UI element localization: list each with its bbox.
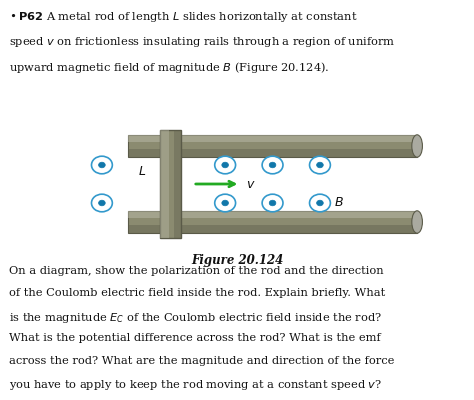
Circle shape xyxy=(99,200,105,206)
Circle shape xyxy=(222,200,228,206)
Polygon shape xyxy=(174,130,181,238)
Circle shape xyxy=(269,162,276,168)
Polygon shape xyxy=(128,135,417,142)
Circle shape xyxy=(215,194,236,212)
Polygon shape xyxy=(128,211,417,233)
Polygon shape xyxy=(160,130,181,238)
Circle shape xyxy=(269,200,276,206)
Polygon shape xyxy=(128,149,417,157)
Text: of the Coulomb electric field inside the rod. Explain briefly. What: of the Coulomb electric field inside the… xyxy=(9,288,386,298)
Polygon shape xyxy=(128,135,417,157)
Text: speed $v$ on frictionless insulating rails through a region of uniform: speed $v$ on frictionless insulating rai… xyxy=(9,35,396,49)
Circle shape xyxy=(222,162,228,168)
Circle shape xyxy=(262,194,283,212)
Text: $\mathbf{P62}$: $\mathbf{P62}$ xyxy=(18,10,43,22)
Circle shape xyxy=(99,162,105,168)
Circle shape xyxy=(262,156,283,174)
Circle shape xyxy=(310,156,330,174)
Text: What is the potential difference across the rod? What is the emf: What is the potential difference across … xyxy=(9,333,381,343)
Polygon shape xyxy=(128,211,417,218)
Circle shape xyxy=(215,156,236,174)
Ellipse shape xyxy=(412,211,422,233)
Circle shape xyxy=(91,156,112,174)
Text: On a diagram, show the polarization of the rod and the direction: On a diagram, show the polarization of t… xyxy=(9,266,384,276)
Circle shape xyxy=(91,194,112,212)
Polygon shape xyxy=(128,225,417,233)
Text: $v$: $v$ xyxy=(246,178,255,190)
Text: is the magnitude $E_C$ of the Coulomb electric field inside the rod?: is the magnitude $E_C$ of the Coulomb el… xyxy=(9,311,383,325)
Polygon shape xyxy=(160,130,169,238)
Ellipse shape xyxy=(412,135,422,157)
Text: upward magnetic field of magnitude $B$ (Figure 20.124).: upward magnetic field of magnitude $B$ (… xyxy=(9,60,330,76)
Text: $B$: $B$ xyxy=(334,196,344,210)
Text: Figure 20.124: Figure 20.124 xyxy=(191,254,283,267)
Circle shape xyxy=(317,200,323,206)
Circle shape xyxy=(317,162,323,168)
Text: you have to apply to keep the rod moving at a constant speed $v$?: you have to apply to keep the rod moving… xyxy=(9,378,383,392)
Text: across the rod? What are the magnitude and direction of the force: across the rod? What are the magnitude a… xyxy=(9,356,395,366)
Text: A metal rod of length $L$ slides horizontally at constant: A metal rod of length $L$ slides horizon… xyxy=(46,10,357,24)
Text: $\bullet$: $\bullet$ xyxy=(9,10,17,20)
Text: $L$: $L$ xyxy=(138,166,146,178)
Circle shape xyxy=(310,194,330,212)
